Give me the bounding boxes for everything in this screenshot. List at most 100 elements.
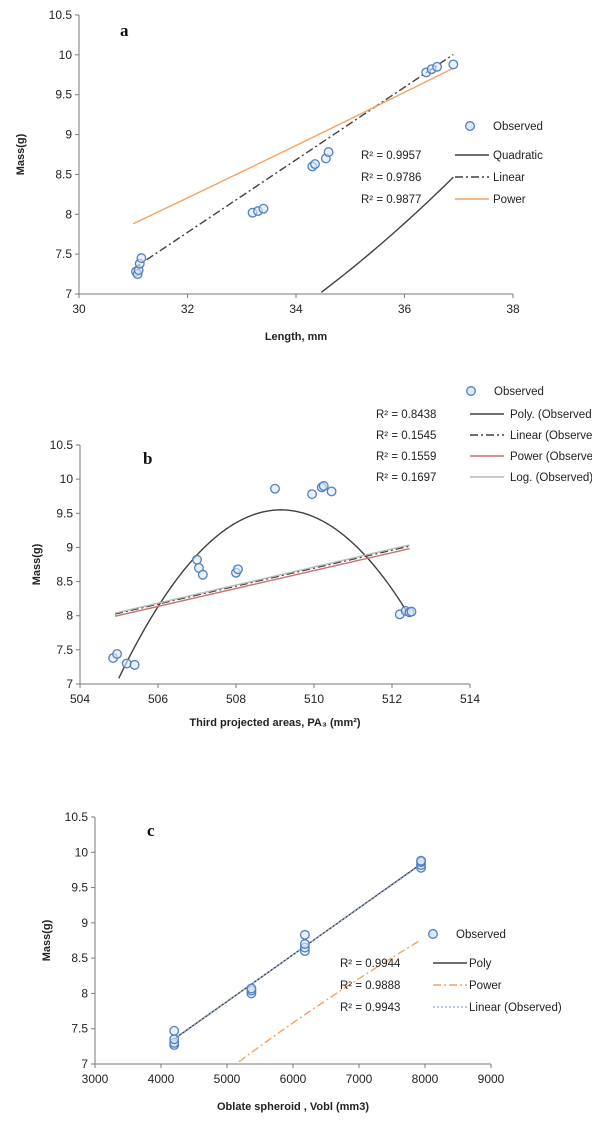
legend-series-label: Linear <box>493 172 525 184</box>
y-tick-label: 7.5 <box>71 1022 88 1036</box>
x-axis-title: Length, mm <box>265 331 328 343</box>
x-axis-title: Oblate spheroid , Vobl (mm3) <box>217 1101 369 1113</box>
fit-line-linear <box>132 53 454 270</box>
x-tick-label: 512 <box>382 692 402 706</box>
legend-observed-label: Observed <box>494 386 544 398</box>
data-point <box>169 1025 180 1036</box>
legend-observed-marker <box>466 386 476 396</box>
data-point <box>406 606 417 617</box>
y-tick-label: 9 <box>81 916 88 930</box>
legend-observed-label: Observed <box>493 121 543 133</box>
y-tick-label: 9 <box>65 128 72 142</box>
data-point <box>432 61 443 72</box>
y-tick-label: 8.5 <box>71 951 88 965</box>
data-point <box>169 1034 180 1045</box>
data-point <box>299 929 310 940</box>
legend-series-label: Poly. (Observed) <box>510 409 592 421</box>
data-point <box>307 489 318 500</box>
data-point <box>192 554 202 565</box>
y-tick-label: 10 <box>75 845 89 859</box>
legend-r2-label: R² = 0.8438 <box>376 409 436 421</box>
legend-series-label: Log. (Observed) <box>510 472 592 484</box>
y-tick-label: 10.5 <box>50 438 74 452</box>
data-point <box>232 564 243 575</box>
y-tick-label: 10.5 <box>49 8 73 22</box>
x-tick-label: 34 <box>289 302 303 316</box>
legend-r2-label: R² = 0.9957 <box>361 150 421 162</box>
data-point <box>299 939 310 949</box>
data-point <box>129 659 140 670</box>
x-tick-label: 504 <box>70 692 90 706</box>
legend-series-label: Linear (Observed) <box>510 430 592 442</box>
y-tick-label: 7 <box>65 287 72 301</box>
x-tick-label: 32 <box>181 302 195 316</box>
fit-line-log-observed <box>114 544 410 614</box>
data-point <box>246 983 257 994</box>
legend-observed-marker <box>428 929 438 939</box>
y-tick-label: 9.5 <box>56 506 73 520</box>
panel-label: c <box>147 821 155 840</box>
fit-line-power <box>238 939 422 1063</box>
x-tick-label: 508 <box>226 692 246 706</box>
y-tick-label: 8.5 <box>56 575 73 589</box>
y-tick-label: 7.5 <box>56 643 73 657</box>
legend-series-label: Power <box>493 194 526 206</box>
data-point <box>318 481 329 491</box>
x-tick-label: 4000 <box>148 1072 175 1086</box>
legend-observed-marker <box>465 121 475 131</box>
x-tick-label: 7000 <box>346 1072 373 1086</box>
chart-panel-b: 7 7.5 8 8.5 9 9.5 10 10.5 504 506 508 510 512 514 Thir… <box>31 386 592 729</box>
legend-series-label: Poly <box>469 958 492 970</box>
data-point <box>270 483 280 494</box>
y-tick-label: 10.5 <box>65 810 89 824</box>
y-axis-title: Mass(g) <box>41 919 53 961</box>
x-tick-label: 36 <box>398 302 412 316</box>
y-tick-label: 8 <box>66 609 73 623</box>
data-point <box>136 253 147 264</box>
x-tick-label: 9000 <box>478 1072 505 1086</box>
legend-observed-label: Observed <box>456 929 506 941</box>
x-tick-label: 38 <box>506 302 520 316</box>
y-tick-label: 9 <box>66 540 73 554</box>
x-tick-label: 514 <box>460 692 480 706</box>
x-tick-label: 6000 <box>280 1072 307 1086</box>
x-tick-label: 30 <box>72 302 86 316</box>
y-tick-label: 10 <box>59 48 73 62</box>
y-tick-label: 9.5 <box>55 88 72 102</box>
legend-r2-label: R² = 0.9944 <box>340 958 401 970</box>
fit-line-linear-observed <box>114 545 410 615</box>
x-tick-label: 5000 <box>214 1072 241 1086</box>
data-point <box>416 855 426 866</box>
legend-r2-label: R² = 0.9943 <box>340 1002 400 1014</box>
legend-r2-label: R² = 0.9786 <box>361 172 421 184</box>
x-tick-label: 506 <box>148 692 168 706</box>
fit-line-poly <box>173 863 422 1040</box>
data-point <box>197 569 208 580</box>
legend-series-label: Power (Observed) <box>510 451 592 463</box>
legend-r2-label: R² = 0.9888 <box>340 980 400 992</box>
x-axis-title: Third projected areas, PA₃ (mm²) <box>189 717 360 729</box>
fit-line-power-observed <box>114 547 410 617</box>
panel-label: a <box>120 21 129 40</box>
data-point <box>112 649 123 659</box>
x-tick-label: 8000 <box>412 1072 439 1086</box>
legend-r2-label: R² = 0.1697 <box>376 472 436 484</box>
y-tick-label: 8 <box>81 986 88 1000</box>
data-point <box>310 159 320 170</box>
x-tick-label: 3000 <box>82 1072 109 1086</box>
fit-line-poly-observed <box>118 509 411 679</box>
y-tick-label: 7 <box>66 677 73 691</box>
y-tick-label: 10 <box>60 472 74 486</box>
data-point <box>258 203 269 214</box>
y-axis-title: Mass(g) <box>15 133 27 175</box>
y-tick-label: 7 <box>81 1057 88 1071</box>
chart-panel-a: 7 7.5 8 8.5 9 9.5 10 10.5 30 32 34 36 38 Length, mm Ma… <box>15 8 543 343</box>
legend-r2-label: R² = 0.1559 <box>376 451 436 463</box>
legend-series-label: Power <box>469 980 502 992</box>
fit-line-power <box>132 67 454 225</box>
y-tick-label: 9.5 <box>71 881 88 895</box>
legend-series-label: Quadratic <box>493 150 543 162</box>
y-tick-label: 7.5 <box>55 247 72 261</box>
fit-line-quadratic <box>320 176 454 293</box>
